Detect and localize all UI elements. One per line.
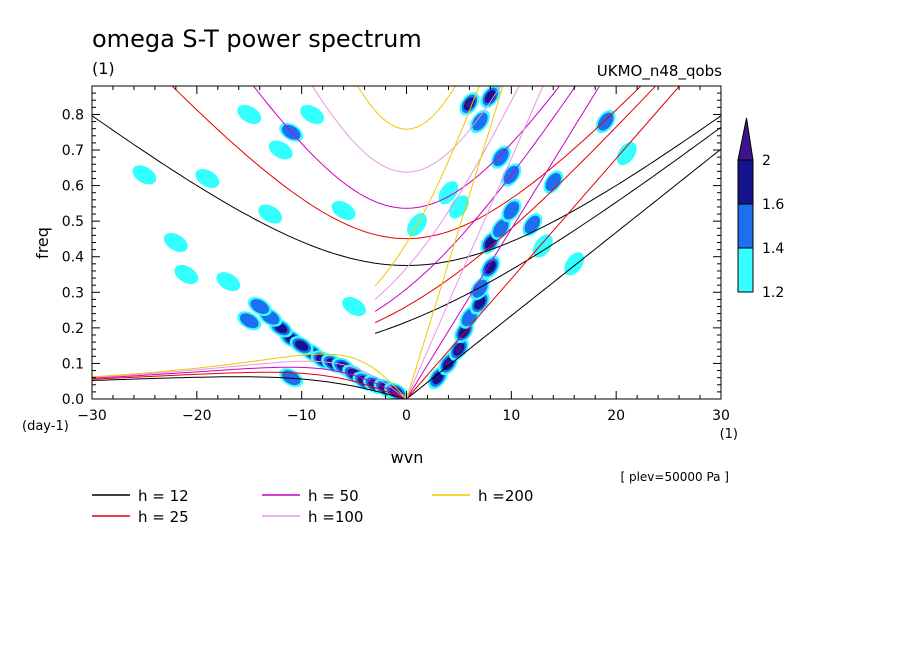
x-tick-label: −20 <box>182 408 212 424</box>
y-tick-label: 0.1 <box>62 356 84 372</box>
x-axis-label: wvn <box>391 448 424 467</box>
contour-blob <box>445 359 452 368</box>
dispersion-curve-kelvin <box>406 86 601 399</box>
contour-blob <box>493 148 509 167</box>
y-unit-label: (day-1) <box>22 419 69 434</box>
legend-label: h = 12 <box>138 487 189 505</box>
contour-blob <box>195 168 220 188</box>
y-tick-label: 0.7 <box>62 143 84 159</box>
legend-label: h = 50 <box>308 487 359 505</box>
axis-ticks: −30 −20 −10 0 10 20 30 0.0 0.1 0.2 0.3 0.4 0.5 0.6 0.7… <box>62 86 730 424</box>
contour-blob <box>616 141 637 166</box>
colorbar: 1.2 1.4 1.6 2 <box>737 117 784 301</box>
contour-blob <box>174 265 199 285</box>
y-tick-label: 0.0 <box>62 392 84 408</box>
chart-subtitle-right: UKMO_n48_qobs <box>597 62 722 81</box>
dispersion-curve-mrg <box>374 86 657 324</box>
legend-label: h =100 <box>308 508 363 526</box>
dispersion-curve-inertia-gravity <box>311 86 502 173</box>
dispersion-curve-inertia-gravity <box>92 115 721 267</box>
colorbar-segment <box>737 159 754 205</box>
dispersion-curve-rossby <box>92 371 407 399</box>
x-tick-label: −10 <box>287 408 317 424</box>
contour-blob <box>268 140 293 160</box>
dispersion-curve-kelvin <box>406 148 721 399</box>
contour-blob <box>258 204 283 224</box>
contour-blob <box>237 104 262 124</box>
colorbar-extend-triangle <box>737 117 754 161</box>
plev-annotation: [ plev=50000 Pa ] <box>620 470 729 484</box>
dispersion-curve-inertia-gravity <box>171 86 642 240</box>
contour-blob <box>281 370 301 386</box>
contour-fill-layer <box>132 86 637 399</box>
y-tick-label: 0.3 <box>62 285 84 301</box>
colorbar-label: 1.4 <box>762 241 784 257</box>
contour-blob <box>250 299 270 314</box>
x-tick-label: 0 <box>402 408 411 424</box>
contour-blob <box>597 112 614 131</box>
dispersion-curve-rossby <box>92 360 407 399</box>
dispersion-curve-inertia-gravity <box>357 86 456 130</box>
y-tick-label: 0.2 <box>62 321 84 337</box>
contour-blob <box>300 104 325 124</box>
y-tick-label: 0.5 <box>62 214 84 230</box>
x-unit-label: (1) <box>720 427 738 442</box>
contour-blob <box>432 371 444 385</box>
dispersion-curve-kelvin <box>406 86 544 399</box>
colorbar-segment <box>737 247 754 293</box>
colorbar-label: 1.6 <box>762 197 784 213</box>
y-axis-label: freq <box>33 227 52 259</box>
legend: h = 12 h = 25 h = 50 h =100 h =200 <box>92 487 533 526</box>
dispersion-curve-kelvin <box>406 86 681 399</box>
contour-blob <box>216 272 241 292</box>
contour-blob <box>455 345 463 354</box>
dispersion-curve-inertia-gravity <box>252 86 561 209</box>
dispersion-curve-kelvin <box>406 86 504 399</box>
contour-blob <box>342 297 367 317</box>
contour-blob <box>472 279 488 298</box>
dispersion-curve-mrg <box>374 86 577 312</box>
contour-blob <box>564 252 585 276</box>
dispersion-curve-mrg <box>374 86 520 300</box>
contour-blob <box>132 165 157 185</box>
colorbar-label: 2 <box>762 153 771 169</box>
chart-title: omega S-T power spectrum <box>92 25 422 53</box>
x-tick-label: 10 <box>502 408 520 424</box>
contour-blob <box>163 233 188 252</box>
contour-blob <box>294 340 309 351</box>
legend-label: h =200 <box>478 487 533 505</box>
legend-label: h = 25 <box>138 508 189 526</box>
contour-blob <box>331 200 356 220</box>
dispersion-curve-mrg <box>374 126 721 334</box>
contour-blob <box>493 219 509 238</box>
dispersion-curve-rossby <box>92 366 407 399</box>
contour-blob <box>524 215 541 234</box>
dispersion-curves-layer <box>92 86 721 399</box>
contour-blob <box>532 234 553 258</box>
contour-blob <box>484 236 496 249</box>
colorbar-segment <box>737 203 754 249</box>
dispersion-curve-rossby <box>92 353 407 399</box>
x-tick-label: 30 <box>712 408 730 424</box>
y-tick-label: 0.6 <box>62 179 84 195</box>
chart-subtitle-left: (1) <box>92 59 115 78</box>
dispersion-curve-rossby <box>92 376 407 399</box>
colorbar-label: 1.2 <box>762 285 784 301</box>
x-tick-label: 20 <box>607 408 625 424</box>
contour-blob <box>484 90 496 104</box>
contour-blob <box>503 201 520 220</box>
x-tick-label: −30 <box>77 408 107 424</box>
contour-blob <box>484 260 496 274</box>
dispersion-curve-mrg <box>374 86 480 287</box>
contour-blob <box>239 313 259 329</box>
contour-blob <box>472 112 488 131</box>
y-tick-label: 0.4 <box>62 250 84 266</box>
y-tick-label: 0.8 <box>62 107 84 123</box>
